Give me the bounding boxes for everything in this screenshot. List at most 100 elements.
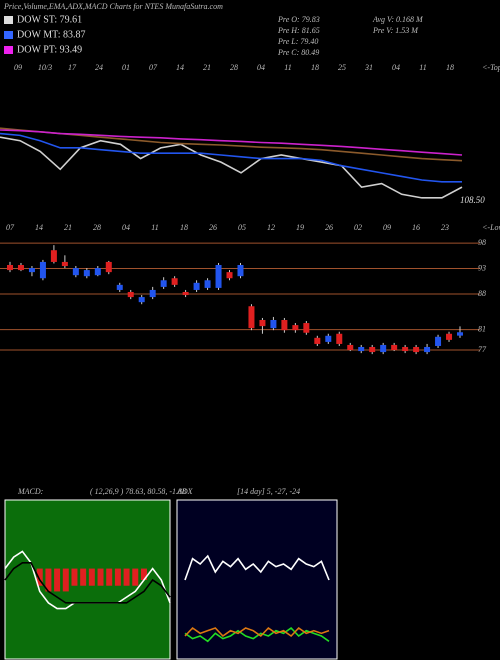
line-series: [184, 554, 330, 581]
price-annotation: 108.50: [460, 195, 485, 205]
level-label: 81: [478, 325, 486, 334]
date-label: 18: [180, 223, 188, 232]
candle-body: [215, 264, 222, 288]
date-label: 26: [209, 223, 217, 232]
candle-body: [204, 280, 211, 288]
date-label: 09: [14, 63, 22, 72]
histogram-bar: [71, 568, 78, 586]
level-label: 93: [478, 263, 486, 272]
candle-body: [281, 319, 288, 331]
candle-body: [457, 332, 463, 336]
date-label: 11: [284, 63, 291, 72]
legend-swatch: [4, 46, 13, 54]
date-label: 07: [149, 63, 158, 72]
date-label: 21: [203, 63, 211, 72]
legend-label: DOW ST: 79.61: [17, 14, 82, 25]
date-label: 11: [419, 63, 426, 72]
histogram-bar: [123, 568, 130, 586]
date-label: 18: [446, 63, 454, 72]
date-label: 26: [325, 223, 333, 232]
date-label: 04: [122, 223, 130, 232]
histogram-bar: [114, 568, 121, 586]
line-series: [184, 626, 330, 638]
histogram-bar: [54, 568, 61, 592]
stat: Pre C: 80.49: [277, 48, 319, 57]
legend-label: DOW PT: 93.49: [17, 44, 82, 55]
macd-subtitle: ( 12,26,9 ) 78.63, 80.58, -1.88: [90, 487, 186, 496]
candle-body: [292, 325, 299, 331]
date-label: 28: [93, 223, 101, 232]
date-label: 24: [95, 63, 103, 72]
line-series: [0, 127, 463, 162]
candle-body: [105, 261, 112, 273]
histogram-bar: [88, 568, 95, 586]
candle-body: [248, 306, 255, 329]
candle-body: [336, 333, 343, 344]
candle-body: [237, 264, 244, 277]
candle-body: [171, 278, 178, 285]
histogram-bar: [106, 568, 113, 586]
date-label: 04: [257, 63, 265, 72]
stat: Pre O: 79.83: [277, 15, 320, 24]
date-label: 28: [230, 63, 238, 72]
legend-label: DOW MT: 83.87: [17, 29, 85, 40]
candle-body: [314, 337, 321, 344]
candle-body: [94, 268, 101, 276]
candle-body: [7, 264, 13, 271]
histogram-bar: [132, 568, 139, 586]
date-label: 14: [35, 223, 43, 232]
level-label: 88: [478, 289, 486, 298]
candle-body: [17, 264, 24, 271]
histogram-bar: [97, 568, 104, 586]
date-label: 14: [176, 63, 184, 72]
macd-title: MACD:: [17, 487, 44, 496]
date-label: 12: [267, 223, 275, 232]
legend-swatch: [4, 16, 13, 24]
date-label: 07: [6, 223, 15, 232]
candle-body: [149, 289, 156, 298]
adx-subtitle: [14 day] 5, -27, -24: [237, 487, 300, 496]
line-series: [4, 562, 171, 604]
date-label: 23: [441, 223, 449, 232]
candle-body: [116, 284, 123, 290]
date-label: 25: [338, 63, 346, 72]
date-label: 02: [354, 223, 362, 232]
candle-body: [28, 268, 35, 273]
date-label: 19: [296, 223, 304, 232]
histogram-bar: [140, 568, 147, 580]
candle-body: [347, 344, 354, 351]
candle-body: [160, 280, 167, 287]
line-series: [0, 129, 463, 156]
date-label: 10/3: [38, 63, 52, 72]
candle-body: [61, 261, 68, 267]
date-label: 09: [383, 223, 391, 232]
date-label: 16: [412, 223, 420, 232]
candle-body: [39, 261, 46, 279]
line-series: [0, 132, 462, 183]
candle-body: [193, 282, 200, 290]
candle-body: [391, 344, 398, 351]
candle-body: [413, 346, 420, 353]
candle-body: [435, 336, 442, 346]
date-label: 17: [68, 63, 77, 72]
date-label: 01: [122, 63, 130, 72]
stat: Pre L: 79.40: [277, 37, 318, 46]
date-label: 31: [364, 63, 373, 72]
candle-body: [446, 333, 453, 340]
histogram-bar: [80, 568, 87, 586]
candle-body: [270, 319, 277, 329]
line-series: [0, 136, 463, 199]
candle-body: [402, 346, 409, 352]
candle-body: [72, 268, 79, 276]
candle-body: [138, 297, 145, 303]
date-label: 05: [238, 223, 246, 232]
candle-body: [380, 344, 387, 353]
stat: Avg V: 0.168 M: [372, 15, 424, 24]
candle-body: [424, 346, 431, 353]
candle-body: [226, 272, 233, 279]
date-label: 11: [151, 223, 158, 232]
histogram-bar: [36, 568, 43, 586]
candle-body: [83, 270, 90, 277]
date-label: 21: [64, 223, 72, 232]
